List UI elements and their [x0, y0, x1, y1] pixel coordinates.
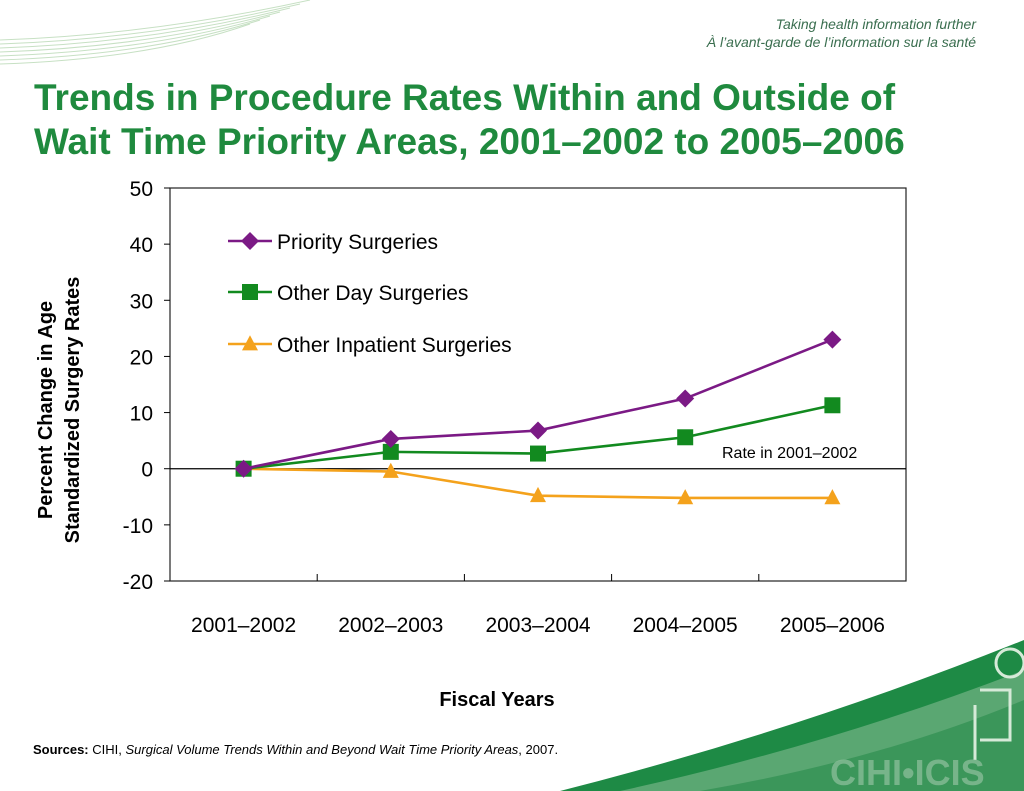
legend: Priority Surgeries Other Day Surgeries Oth… — [228, 231, 512, 357]
y-tick-label: 0 — [141, 459, 153, 482]
series-square — [235, 397, 841, 477]
x-tick-label: 2005–2006 — [780, 614, 885, 637]
data-point — [677, 429, 694, 446]
data-point — [677, 489, 694, 505]
x-tick-label: 2002–2003 — [338, 614, 443, 637]
data-point — [530, 445, 546, 462]
data-point — [529, 421, 547, 440]
data-point — [676, 389, 695, 408]
legend-label: Other Day Surgeries — [277, 282, 468, 305]
series-lines — [234, 330, 842, 505]
plot-frame — [169, 187, 907, 582]
title-line-1: Trends in Procedure Rates Within and Out… — [34, 77, 896, 118]
tagline-english: Taking health information further — [775, 16, 976, 32]
logo-text: CIHI•ICIS — [830, 752, 985, 791]
y-axis-label: Percent Change in Age Standardized Surge… — [35, 277, 84, 544]
title-line-2: Wait Time Priority Areas, 2001–2002 to 2… — [34, 121, 905, 162]
legend-marker — [242, 284, 258, 300]
y-tick-label: 20 — [130, 346, 153, 369]
baseline-annotation: Rate in 2001–2002 — [722, 445, 857, 462]
corner-swoosh — [560, 640, 1024, 791]
legend-label: Other Inpatient Surgeries — [277, 334, 512, 357]
y-tick-label: 50 — [130, 178, 153, 201]
page-title: Trends in Procedure Rates Within and Out… — [34, 76, 994, 164]
sources-note: Sources: CIHI, Surgical Volume Trends Wi… — [33, 742, 558, 757]
stripe-pattern — [0, 0, 311, 65]
sources-title: Surgical Volume Trends Within and Beyond… — [125, 742, 519, 757]
y-axis-label-line-2: Standardized Surgery Rates — [62, 277, 84, 544]
legend-label: Priority Surgeries — [277, 231, 438, 254]
y-tick-label: 40 — [130, 234, 153, 257]
data-point — [234, 459, 253, 478]
data-point — [823, 330, 842, 349]
sources-year: , 2007. — [518, 742, 559, 757]
data-point — [824, 489, 841, 505]
x-axis-label: Fiscal Years — [439, 689, 554, 711]
logo-mark — [973, 647, 1024, 760]
data-point — [381, 429, 400, 448]
y-tick-label: -10 — [123, 515, 153, 538]
y-tick-label: 30 — [130, 290, 153, 313]
x-tick-label: 2001–2002 — [191, 614, 296, 637]
y-axis-ticks: 50 40 30 20 10 0 -10 -20 — [123, 178, 170, 594]
legend-marker — [241, 232, 259, 250]
x-tick-label: 2004–2005 — [633, 614, 738, 637]
y-tick-label: -20 — [123, 571, 153, 594]
data-point — [382, 443, 399, 460]
data-point — [530, 486, 546, 503]
y-tick-label: 10 — [130, 403, 153, 426]
data-point — [382, 462, 399, 478]
x-axis-ticks: 2001–2002 2002–2003 2003–2004 2004–2005 2005… — [191, 574, 885, 637]
sources-org: CIHI, — [88, 742, 126, 757]
legend-marker — [242, 335, 258, 351]
data-point — [824, 397, 841, 414]
y-axis-label-line-1: Percent Change in Age — [35, 301, 57, 519]
x-tick-label: 2003–2004 — [485, 614, 590, 637]
sources-label: Sources: — [33, 742, 89, 757]
series-diamond — [234, 330, 842, 478]
tagline-french: À l’avant-garde de l’information sur la … — [706, 34, 976, 50]
